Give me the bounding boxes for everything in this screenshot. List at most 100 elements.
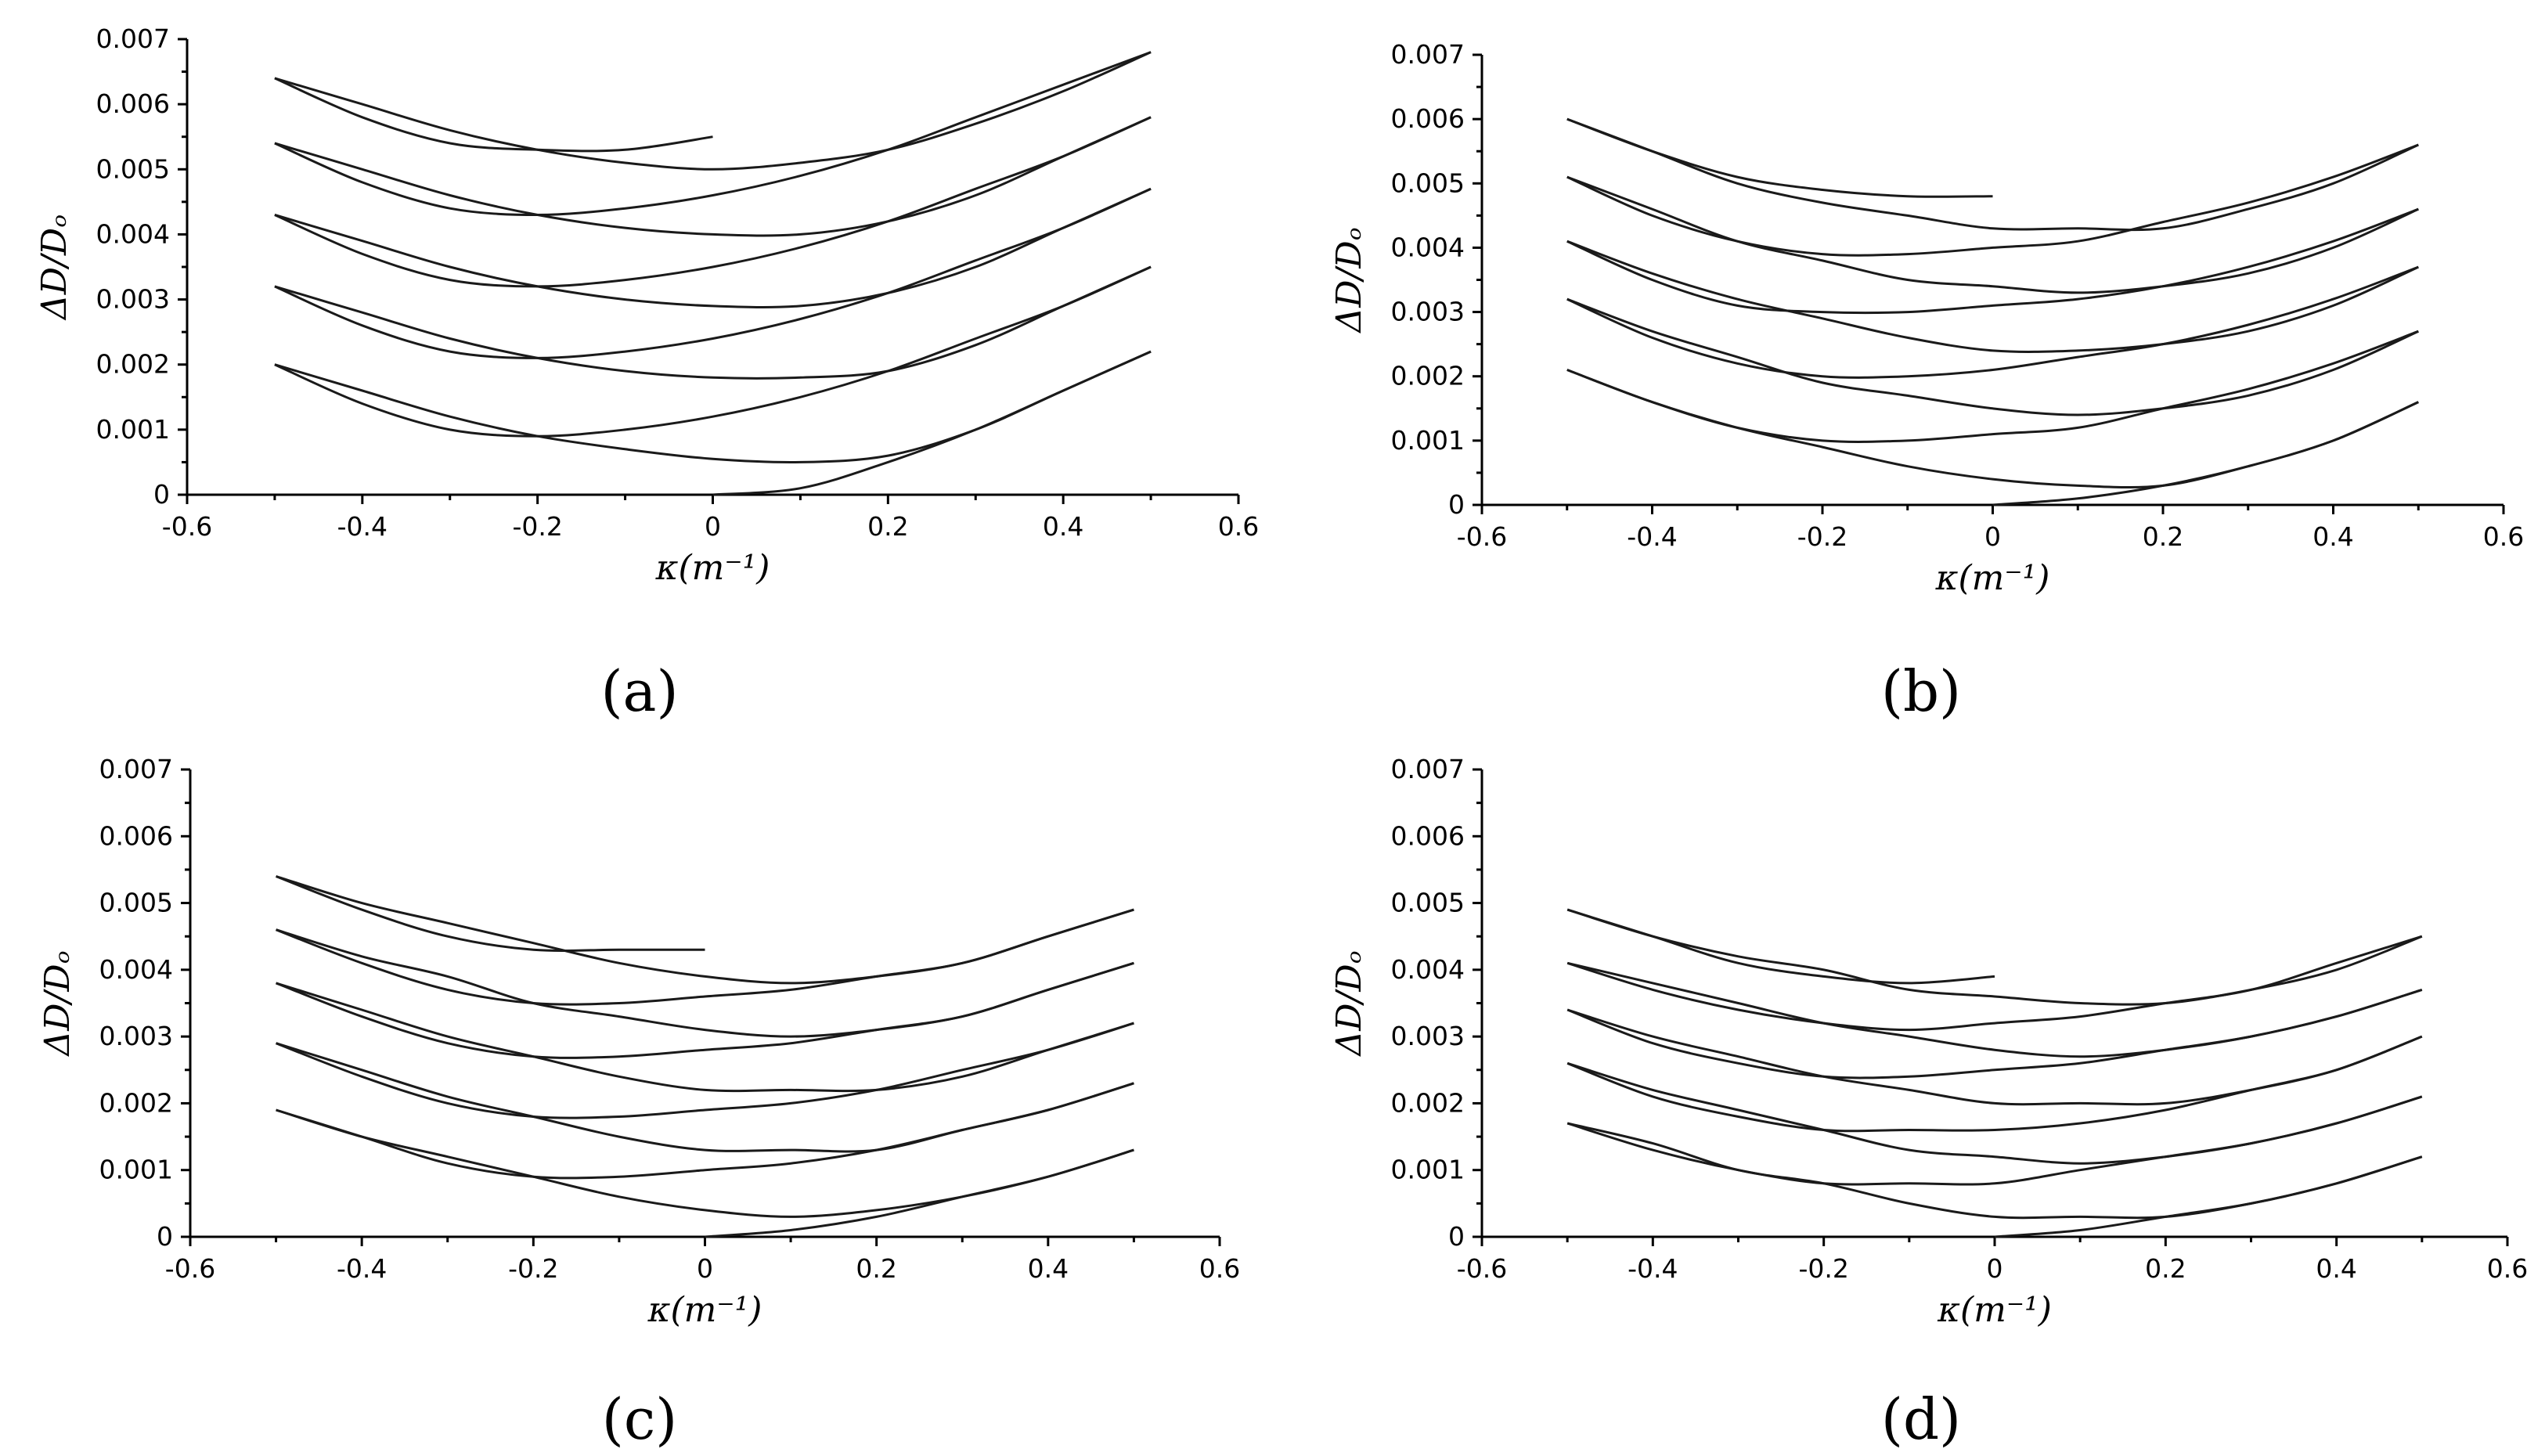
y-tick-label: 0.001 (1391, 1155, 1465, 1185)
x-tick-label: 0.6 (2483, 521, 2524, 552)
y-axis-title: ΔD/Dₒ (34, 214, 74, 321)
y-tick-label: 0.003 (1391, 297, 1465, 327)
y-tick-label: 0.001 (96, 414, 170, 445)
panel-a: (a) 0 0.001 0.002 0.003 0.004 0.005 0.006 0.007… (34, 23, 1259, 724)
series-cycle-1-unload (1566, 1122, 2423, 1220)
y-tick-label: 0.007 (99, 754, 173, 784)
x-tick-label: 0 (1984, 521, 2001, 552)
series-cycle-2-reload (274, 187, 1152, 359)
panel-label: (b) (1881, 658, 1961, 724)
series-cycle-4-reload (274, 51, 1152, 217)
x-tick-label: -0.6 (1457, 1253, 1507, 1284)
y-tick-label: 0.007 (96, 23, 170, 54)
series-cycle-3-unload (274, 187, 1152, 309)
y-tick-label: 0.003 (99, 1021, 173, 1051)
x-tick-label: 0 (705, 511, 721, 542)
x-tick-label: 0.2 (2145, 1253, 2186, 1284)
series-cycle-4-reload (1566, 935, 2423, 1032)
x-tick-label: 0.2 (2143, 521, 2183, 552)
series-cycle-2-unload (1566, 297, 2419, 416)
x-tick-label: 0.4 (1043, 511, 1083, 542)
y-tick-label: 0.006 (96, 88, 170, 119)
panel-label: (d) (1881, 1386, 1961, 1452)
y-tick-label: 0.006 (99, 820, 173, 851)
y-tick-label: 0.002 (1391, 1087, 1465, 1118)
y-axis-title: ΔD/Dₒ (1329, 950, 1369, 1057)
y-tick-label: 0.002 (96, 349, 170, 380)
x-tick-label: 0.2 (856, 1253, 896, 1284)
series-cycle-1-reload (1566, 330, 2419, 443)
series-cycle-2-unload (1566, 1061, 2423, 1165)
x-tick-label: -0.4 (1627, 521, 1677, 552)
x-tick-label: -0.6 (1457, 521, 1507, 552)
y-tick-label: 0 (157, 1221, 173, 1252)
series-cycle-5-unload (1566, 908, 2423, 1006)
series-cycle-5-unload (276, 875, 1134, 985)
y-tick-label: 0 (1448, 1221, 1465, 1252)
panel-label: (c) (602, 1386, 678, 1452)
y-tick-label: 0.002 (1391, 361, 1465, 391)
x-tick-label: -0.4 (337, 1253, 387, 1284)
x-tick-label: 0.6 (2487, 1253, 2528, 1284)
y-tick-label: 0.001 (99, 1155, 173, 1185)
y-tick-label: 0.004 (1391, 954, 1465, 985)
y-tick-label: 0.001 (1391, 425, 1465, 456)
y-axis-title: ΔD/Dₒ (1329, 227, 1369, 333)
x-tick-label: 0.4 (2316, 1253, 2356, 1284)
series-cycle-1-unload (276, 1108, 1134, 1218)
y-tick-label: 0.007 (1391, 754, 1465, 784)
series-cycle-4-unload (276, 928, 1134, 1038)
x-axis-title: κ(m⁻¹) (1937, 1290, 2052, 1330)
x-tick-label: -0.6 (162, 511, 212, 542)
y-tick-label: 0 (153, 479, 170, 510)
x-tick-label: -0.2 (1797, 521, 1847, 552)
x-tick-label: 0.4 (2312, 521, 2353, 552)
series-cycle-5-reload (274, 77, 713, 153)
y-tick-label: 0.002 (99, 1087, 173, 1118)
y-tick-label: 0.003 (96, 284, 170, 315)
series-cycle-2-reload (276, 1022, 1134, 1119)
y-tick-label: 0.004 (99, 954, 173, 985)
y-tick-label: 0.003 (1391, 1021, 1465, 1051)
x-tick-label: -0.4 (1628, 1253, 1678, 1284)
x-axis-title: κ(m⁻¹) (1935, 558, 2050, 598)
series-cycle-2-unload (276, 1042, 1134, 1153)
x-tick-label: -0.2 (1798, 1253, 1848, 1284)
panel-c: (c) 0 0.001 0.002 0.003 0.004 0.005 0.006 0.007… (38, 754, 1240, 1452)
y-tick-label: 0.005 (99, 888, 173, 918)
x-tick-label: 0 (697, 1253, 713, 1284)
panel-b: (b) 0 0.001 0.002 0.003 0.004 0.005 0.006 0.007… (1329, 39, 2524, 724)
series-cycle-1-unload (274, 350, 1152, 464)
y-tick-label: 0.006 (1391, 103, 1465, 134)
y-tick-label: 0.005 (1391, 168, 1465, 198)
series-cycle-4-unload (274, 116, 1152, 237)
x-tick-label: -0.4 (337, 511, 388, 542)
x-tick-label: 0.2 (867, 511, 908, 542)
series-cycle-3-unload (1566, 1008, 2423, 1106)
panel-d: (d) 0 0.001 0.002 0.003 0.004 0.005 0.006 0.007… (1329, 754, 2528, 1452)
series-cycle-2-unload (274, 265, 1152, 380)
y-tick-label: 0.004 (1391, 232, 1465, 262)
y-axis-title: ΔD/Dₒ (38, 950, 78, 1057)
y-tick-label: 0.006 (1391, 820, 1465, 851)
series-cycle-3-unload (1566, 240, 2419, 353)
x-tick-label: -0.2 (512, 511, 562, 542)
y-tick-label: 0.005 (96, 153, 170, 184)
series-cycle-5-reload (276, 875, 705, 953)
x-axis-title: κ(m⁻¹) (647, 1290, 762, 1330)
x-tick-label: -0.2 (508, 1253, 558, 1284)
x-tick-label: -0.6 (165, 1253, 215, 1284)
series-cycle-5-unload (1566, 117, 2419, 232)
x-tick-label: 0.4 (1028, 1253, 1069, 1284)
y-tick-label: 0 (1448, 489, 1465, 520)
y-tick-label: 0.005 (1391, 888, 1465, 918)
series-cycle-5-reload (1566, 908, 1995, 985)
series-cycle-2-reload (1566, 265, 2419, 379)
series-cycle-1-reload (274, 265, 1152, 438)
series-cycle-4-unload (1566, 175, 2419, 294)
x-tick-label: 0.6 (1199, 1253, 1240, 1284)
y-tick-label: 0.007 (1391, 39, 1465, 70)
y-tick-label: 0.004 (96, 218, 170, 249)
